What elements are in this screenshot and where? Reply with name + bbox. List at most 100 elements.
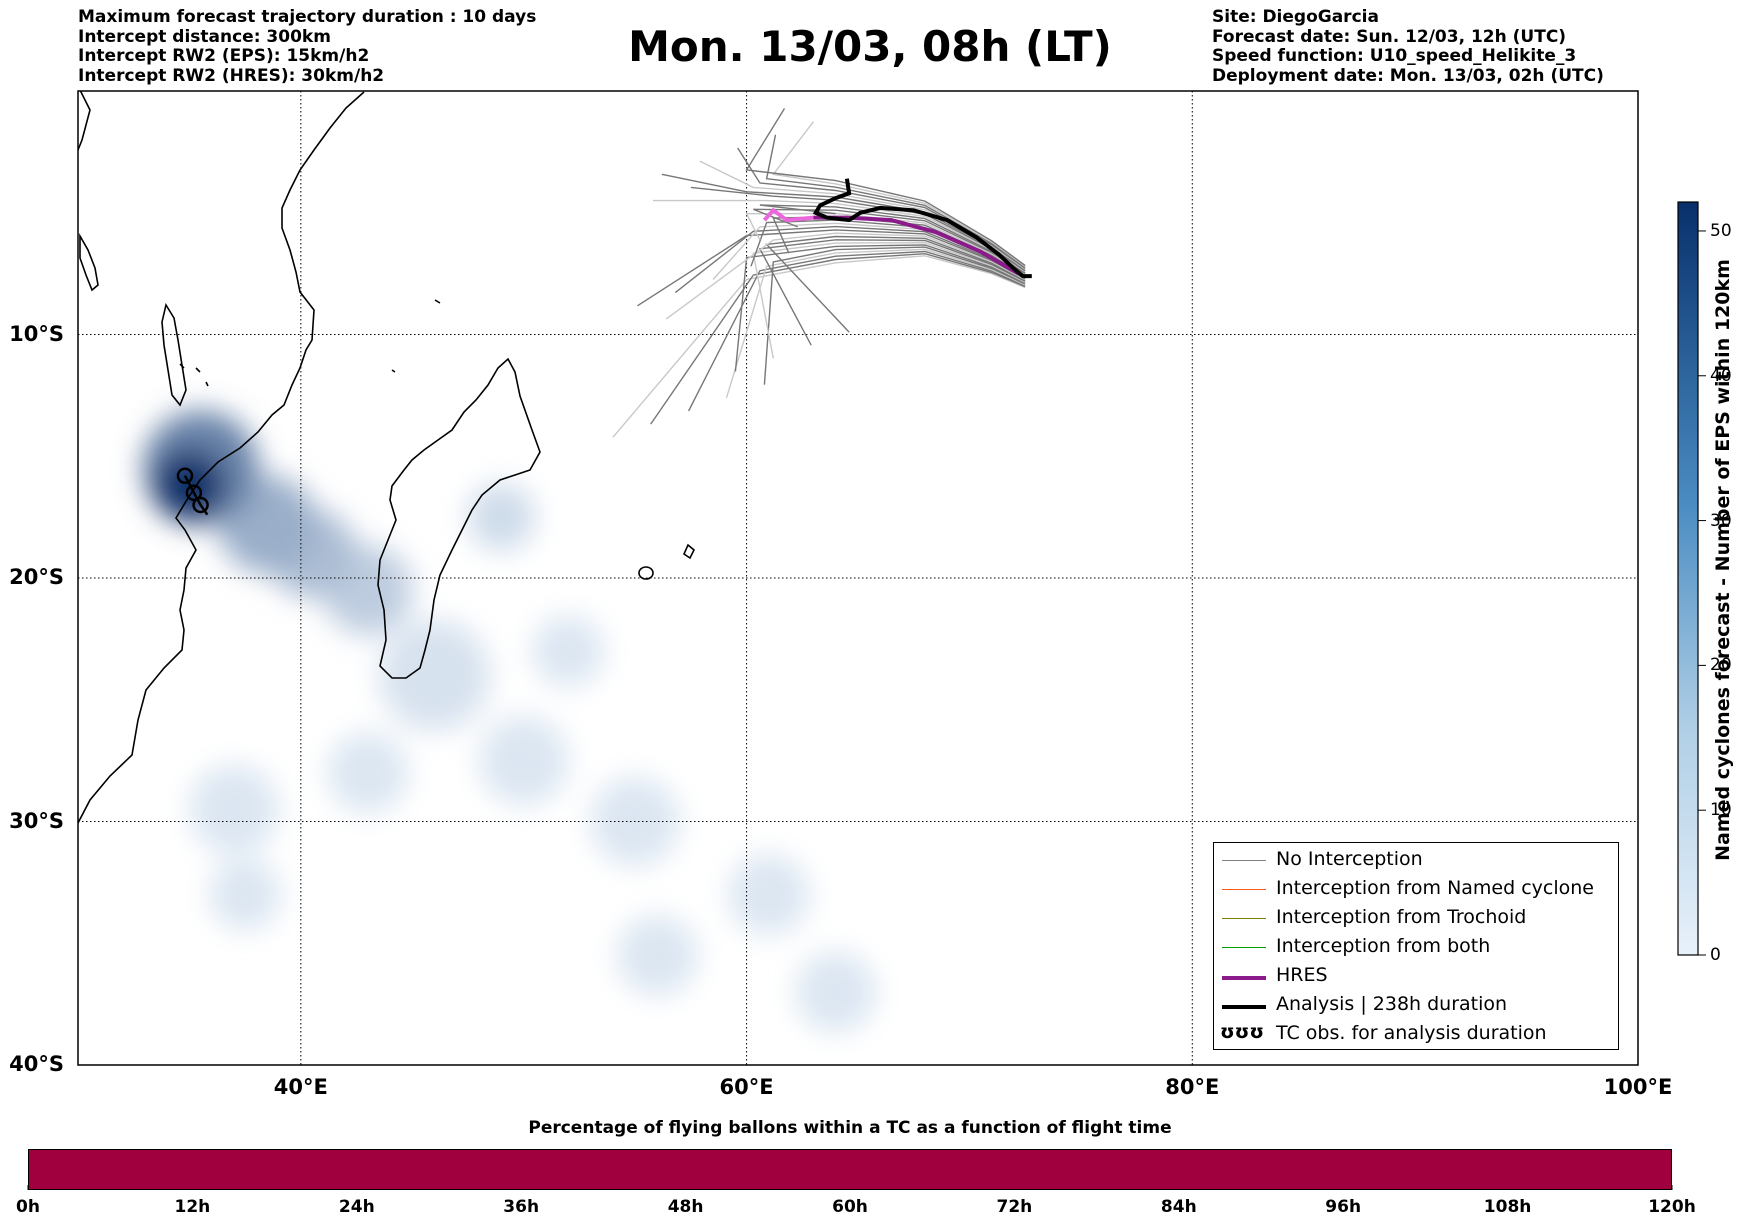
eps-member-track <box>765 134 1026 268</box>
lake-tanganyika-coastline <box>79 232 99 292</box>
cyclone-density-layer <box>142 410 876 1033</box>
seychelles-island <box>391 299 441 373</box>
hres-track-early <box>762 207 814 223</box>
comoros-island <box>179 363 209 387</box>
header-speed-function: Speed function: U10_speed_Helikite_3 <box>1212 46 1577 66</box>
header-site: Site: DiegoGarcia <box>1212 7 1379 27</box>
legend-swatch <box>1222 860 1266 861</box>
legend-label: Interception from Trochoid <box>1276 906 1527 928</box>
header-max-duration: Maximum forecast trajectory duration : 1… <box>78 7 537 27</box>
legend-item: Interception from both <box>1214 933 1618 962</box>
eps-member-track <box>745 108 1026 267</box>
colorbar-tick-label: 10 <box>1710 800 1732 821</box>
lake-victoria-coastline <box>78 91 91 151</box>
trajectory-layer <box>176 108 1032 516</box>
header-intercept-hres: Intercept RW2 (HRES): 30km/h2 <box>78 65 385 86</box>
map-legend: No Interception Interception from Named c… <box>1213 842 1619 1050</box>
header-right-info: Site: DiegoGarcia Forecast date: Sun. 12… <box>1212 7 1604 86</box>
bottom-tick-label: 96h <box>1325 1197 1362 1217</box>
lake-malawi-coastline <box>161 302 187 407</box>
tc-obs-marker <box>185 484 203 502</box>
africa-coastline <box>78 91 365 824</box>
flight-time-bar <box>28 1149 1672 1190</box>
bottom-bar-title: Percentage of flying ballons within a TC… <box>528 1118 1172 1138</box>
colorbar-tick-label: 0 <box>1710 945 1721 965</box>
colorbar-ticks <box>1698 230 1706 956</box>
eps-member-track <box>758 239 1026 346</box>
header-forecast-date: Forecast date: Sun. 12/03, 12h (UTC) <box>1212 26 1567 47</box>
legend-item: Interception from Trochoid <box>1214 904 1618 933</box>
eps-member-track <box>737 147 1026 269</box>
bottom-tick-label: 120h <box>1648 1197 1696 1217</box>
reunion-island <box>638 566 654 580</box>
eps-member-track <box>753 208 1026 274</box>
eps-member-track <box>699 160 1026 270</box>
bottom-tick-label: 84h <box>1160 1197 1197 1217</box>
density-blob <box>617 915 698 996</box>
density-blob <box>468 483 535 551</box>
legend-swatch <box>1222 918 1266 919</box>
eps-member-track <box>612 255 1026 438</box>
bottom-tick-label: 36h <box>503 1197 540 1217</box>
eps-member-track <box>772 121 1026 267</box>
lon-tick-label: 80°E <box>1165 1075 1220 1099</box>
density-blob <box>728 854 809 935</box>
header-intercept-eps: Intercept RW2 (EPS): 15km/h2 <box>78 46 370 66</box>
legend-item: Analysis | 238h duration <box>1214 991 1618 1020</box>
legend-item: Interception from Named cyclone <box>1214 875 1618 904</box>
density-blob <box>327 732 408 813</box>
page-title: Mon. 13/03, 08h (LT) <box>628 22 1112 71</box>
density-blob <box>209 858 281 931</box>
eps-member-track <box>752 241 1026 359</box>
legend-item: No Interception <box>1214 846 1618 875</box>
lat-tick-label: 30°S <box>9 808 64 833</box>
colorbar-title: Named cyclones forecast - Number of EPS … <box>1712 259 1734 861</box>
bottom-tick-label: 108h <box>1483 1197 1532 1217</box>
eps-member-track <box>650 252 1026 425</box>
bottom-tick-label: 72h <box>996 1197 1033 1217</box>
density-blob <box>378 619 491 732</box>
density-blob <box>532 615 604 687</box>
legend-label: TC obs. for analysis duration <box>1276 1022 1547 1044</box>
bottom-tick-label: 60h <box>832 1197 868 1217</box>
coastlines <box>78 91 695 824</box>
legend-label: Interception from Named cyclone <box>1276 877 1594 899</box>
lon-tick-label: 100°E <box>1603 1075 1673 1099</box>
legend-label: Analysis | 238h duration <box>1276 993 1508 1015</box>
eps-member-track <box>763 246 1026 385</box>
legend-label: Interception from both <box>1276 935 1491 957</box>
map-gridlines <box>78 91 1638 1065</box>
legend-label: No Interception <box>1276 848 1423 870</box>
eps-member-track <box>687 250 1026 412</box>
map-frame <box>77 90 1639 1066</box>
tc-obs-legend-glyph: ʊʊʊ <box>1220 1021 1265 1043</box>
bottom-tick-label: 48h <box>667 1197 704 1217</box>
colorbar-tick-label: 40 <box>1710 365 1732 386</box>
density-blob <box>479 716 569 806</box>
lon-tick-label: 40°E <box>273 1075 328 1099</box>
legend-item: ʊʊʊ TC obs. for analysis duration <box>1214 1020 1618 1049</box>
legend-swatch <box>1222 1005 1266 1009</box>
colorbar-tick-label: 20 <box>1710 655 1732 676</box>
legend-swatch <box>1222 976 1266 980</box>
bottom-tick-label: 12h <box>174 1197 211 1217</box>
eps-member-track <box>734 244 1026 372</box>
eps-member-track <box>765 235 1026 333</box>
mauritius-island <box>682 543 695 560</box>
bottom-tick-label: 0h <box>16 1197 40 1217</box>
legend-swatch <box>1222 947 1266 948</box>
header-intercept-distance: Intercept distance: 300km <box>78 26 331 47</box>
density-blob <box>189 764 279 854</box>
tc-obs-marker <box>176 467 194 484</box>
colorbar-tick-label: 50 <box>1710 220 1732 241</box>
header-deployment-date: Deployment date: Mon. 13/03, 02h (UTC) <box>1212 65 1604 86</box>
legend-item: HRES <box>1214 962 1618 991</box>
tc-obs-marker <box>192 496 209 514</box>
lat-tick-label: 20°S <box>9 565 64 589</box>
lat-tick-label: 40°S <box>9 1052 64 1076</box>
legend-label: HRES <box>1276 964 1328 986</box>
lat-tick-label: 10°S <box>9 321 64 346</box>
colorbar-tick-label: 30 <box>1710 510 1732 531</box>
colorbar <box>1677 201 1699 956</box>
